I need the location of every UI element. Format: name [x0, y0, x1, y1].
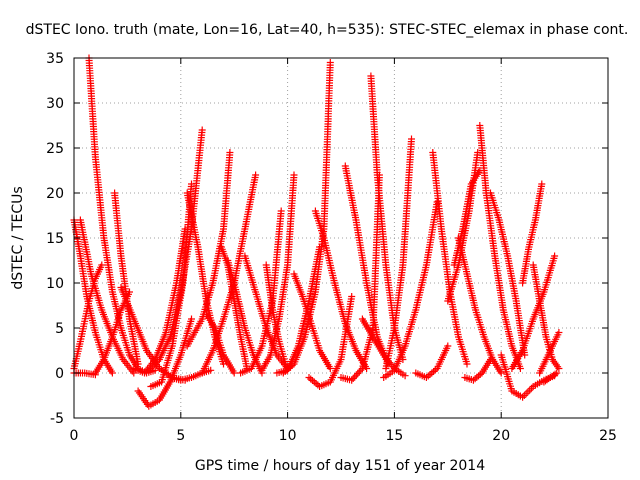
series-45: [519, 180, 546, 287]
series-26: [290, 270, 334, 372]
y-tick-label: 20: [46, 186, 64, 202]
data-point: [430, 368, 438, 375]
series-28: [305, 293, 356, 390]
x-axis-title: GPS time / hours of day 151 of year 2014: [195, 458, 485, 474]
series-40: [461, 356, 494, 384]
data-point: [252, 171, 260, 179]
data-point: [351, 373, 359, 381]
tick-labels: 0 5 10 15 20 25 -5 0 5 10 15 20 25 30 35: [46, 51, 617, 444]
series-15: [198, 171, 260, 377]
data-point: [348, 293, 356, 300]
data-point: [401, 372, 409, 380]
data-point: [290, 171, 298, 179]
data-point: [134, 360, 142, 368]
data-point: [188, 180, 195, 188]
series-35: [412, 342, 452, 381]
y-tick-label: 35: [46, 51, 64, 67]
y-tick-label: 15: [46, 231, 64, 247]
series-8: [134, 315, 195, 410]
series-46: [529, 261, 563, 372]
ticks: [73, 57, 609, 419]
series-33: [380, 198, 441, 381]
data-point: [553, 369, 561, 377]
data-point: [98, 261, 106, 269]
series-14: [183, 149, 234, 350]
data-point: [463, 360, 471, 368]
data-point: [220, 360, 227, 368]
y-tick-label: 10: [46, 276, 64, 292]
series-48: [540, 369, 561, 386]
data-point: [151, 366, 159, 374]
data-point: [355, 368, 363, 376]
data-point: [285, 365, 293, 372]
data-point: [516, 365, 524, 372]
series-39: [455, 234, 505, 377]
data-point: [487, 356, 494, 363]
series-20: [237, 207, 285, 377]
y-tick-label: 0: [55, 366, 64, 382]
data-point: [326, 59, 334, 66]
data-point: [357, 366, 365, 374]
y-tick-label: -5: [50, 411, 64, 427]
data-point: [551, 252, 559, 260]
data-point: [349, 375, 357, 382]
series-2: [70, 261, 106, 372]
data-point: [555, 329, 563, 336]
data-point: [207, 366, 215, 374]
y-tick-label: 5: [55, 321, 64, 337]
data-point: [108, 369, 116, 377]
x-tick-label: 20: [492, 428, 510, 444]
data-point: [538, 180, 546, 188]
data-point: [326, 365, 334, 372]
series-11: [145, 126, 206, 374]
data-point: [354, 370, 362, 377]
x-tick-label: 15: [385, 428, 403, 444]
series-41: [476, 122, 524, 372]
series-19: [224, 257, 266, 377]
marks: [70, 54, 563, 410]
data-point: [444, 342, 452, 350]
y-axis-title: dSTEC / TECUs: [10, 186, 26, 289]
data-point: [348, 376, 356, 384]
data-point: [305, 374, 313, 381]
x-tick-label: 5: [176, 428, 185, 444]
data-point: [497, 369, 505, 377]
data-point: [408, 135, 415, 143]
data-point: [198, 126, 206, 134]
series-17: [202, 311, 238, 377]
y-tick-label: 30: [46, 96, 64, 112]
y-tick-label: 25: [46, 141, 64, 157]
x-tick-label: 10: [279, 428, 297, 444]
series-34: [382, 135, 415, 372]
x-tick-label: 0: [70, 428, 79, 444]
series-16: [183, 189, 227, 368]
chart-title: dSTEC Iono. truth (mate, Lon=16, Lat=40,…: [26, 22, 629, 38]
data-point: [555, 365, 563, 372]
data-point: [188, 315, 195, 323]
data-point: [433, 198, 441, 206]
data-point: [230, 369, 238, 377]
x-tick-label: 25: [599, 428, 617, 444]
series-22: [241, 252, 292, 372]
series-21: [258, 171, 298, 374]
data-point: [551, 370, 559, 378]
series-23: [262, 261, 289, 368]
data-point: [226, 149, 234, 156]
data-point: [352, 371, 360, 379]
data-point: [277, 207, 285, 215]
series-31: [367, 72, 407, 363]
series-47: [536, 329, 563, 377]
